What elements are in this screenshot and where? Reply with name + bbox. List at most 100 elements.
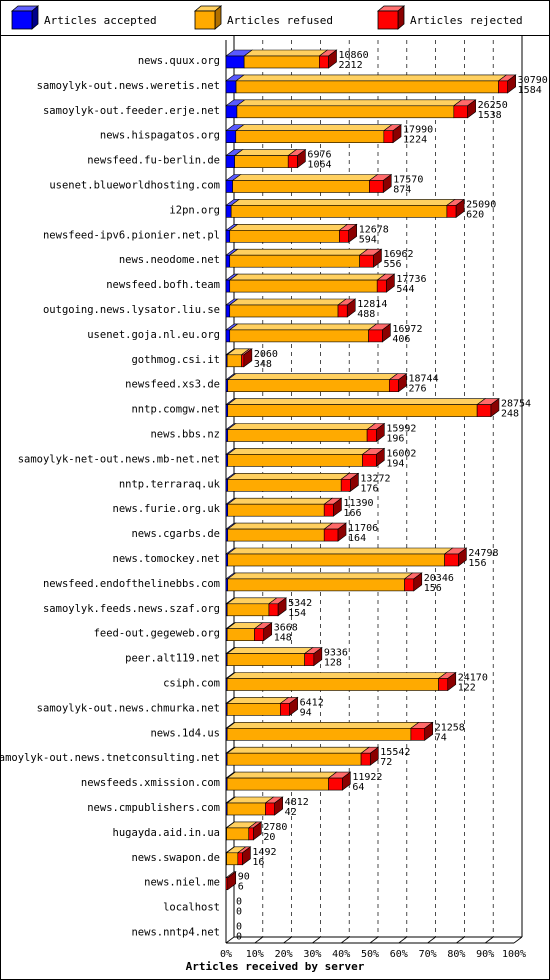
value-secondary: 488 (357, 309, 375, 320)
bar-end-cap (398, 373, 407, 393)
server-label: newsfeed-ipv6.pionier.net.pl (43, 229, 220, 241)
server-label: samoylyk-out.feeder.erje.net (43, 105, 220, 117)
bar-refused (228, 323, 378, 343)
bar-end-cap (413, 572, 423, 592)
value-secondary: 1224 (403, 135, 427, 146)
value-total: 16962 (383, 249, 413, 260)
x-tick-label: 20% (275, 949, 293, 960)
bar-end-cap (382, 323, 391, 343)
bar-end-cap (350, 472, 359, 492)
server-label: samoylyk-net-out.news.mb-net.net (18, 453, 220, 465)
legend-swatch-refused (194, 10, 216, 30)
server-label: newsfeed.bofh.team (106, 279, 220, 291)
bar-refused (226, 721, 420, 741)
bar-rejected (409, 721, 434, 741)
value-total: 6976 (307, 150, 331, 161)
bar-refused (226, 697, 290, 716)
value-total: 1492 (252, 847, 276, 858)
server-label: samoylyk.feeds.news.szaf.org (43, 603, 220, 615)
x-tick-label: 10% (246, 949, 264, 960)
value-total: 20346 (424, 573, 454, 584)
x-tick (312, 936, 321, 944)
value-total: 24798 (468, 548, 498, 559)
value-secondary: 348 (254, 359, 272, 370)
x-tick (369, 936, 379, 944)
x-tick (283, 936, 292, 944)
x-tick (340, 936, 350, 944)
legend-item-rejected: Articles rejected (376, 5, 523, 30)
bar-end-cap (263, 622, 273, 642)
value-secondary: 874 (393, 185, 411, 196)
bar-end-cap (467, 99, 476, 119)
bar-refused (226, 472, 351, 492)
value-secondary: 94 (300, 707, 312, 718)
value-secondary: 276 (409, 384, 427, 395)
server-label: news.swapon.de (131, 852, 220, 864)
legend: Articles accepted Articles refused Artic… (10, 5, 523, 30)
x-tick-labels: 0% 10% 20% 30% 40% 50% 60% 70% 80% 90% 100% (220, 936, 526, 960)
bar-end-cap (342, 771, 351, 791)
value-secondary: 6 (238, 882, 244, 893)
value-total: 18744 (409, 374, 439, 385)
bar-end-cap (424, 721, 434, 741)
server-label: news.furie.org.uk (113, 503, 221, 515)
x-tick (254, 936, 264, 944)
server-label: nntp.comgw.net (131, 404, 220, 416)
bar-end-cap (227, 871, 237, 891)
server-label: news.cgarbs.de (131, 528, 220, 540)
server-label: news.niel.me (144, 877, 220, 889)
server-label: peer.alt119.net (125, 653, 220, 665)
server-label: news.neodome.net (119, 254, 220, 266)
value-total: 4812 (285, 797, 309, 808)
bar-refused (228, 298, 347, 318)
bar-refused (243, 49, 329, 69)
legend-label-accepted: Articles accepted (44, 14, 157, 27)
bar-refused (226, 497, 334, 517)
x-tick (398, 936, 408, 944)
value-secondary: 0 (236, 907, 242, 918)
bar-end-cap (490, 398, 500, 418)
value-total: 6412 (300, 697, 324, 708)
x-tick-label: 40% (332, 949, 350, 960)
value-secondary: 194 (386, 458, 404, 469)
value-total: 13272 (360, 473, 390, 484)
x-tick (427, 936, 436, 944)
bar-end-cap (458, 547, 467, 567)
bar-refused (226, 647, 314, 666)
server-labels: news.quux.org samoylyk-out.news.weretis.n… (0, 55, 221, 939)
bar-rejected (476, 398, 500, 417)
value-total: 12678 (359, 224, 389, 235)
bar-end-cap (243, 348, 253, 368)
server-label: newsfeed.fu-berlin.de (87, 155, 220, 167)
bar-refused (236, 99, 463, 119)
bar-refused (226, 572, 414, 592)
value-secondary: 72 (380, 757, 392, 768)
bar-rejected (361, 448, 386, 467)
value-secondary: 620 (466, 209, 484, 220)
value-secondary: 166 (343, 508, 361, 519)
bar-end-cap (333, 497, 342, 517)
x-tick (513, 936, 523, 944)
value-total: 17990 (403, 125, 433, 136)
value-total: 90 (238, 872, 250, 883)
server-label: i2pn.org (169, 204, 220, 216)
value-secondary: 556 (383, 259, 401, 270)
server-label: newsfeed.endofthelinebbs.com (43, 578, 220, 590)
bar-end-cap (376, 422, 385, 443)
server-label: outgoing.news.lysator.liu.se (43, 304, 220, 316)
bar-end-cap (289, 696, 298, 717)
bar-end-cap (253, 821, 262, 841)
server-label: usenet.blueworldhosting.com (49, 180, 220, 192)
value-secondary: 1584 (518, 85, 542, 96)
value-total: 9336 (324, 648, 348, 659)
bar-refused (226, 522, 334, 542)
bar-refused (230, 199, 456, 218)
value-secondary: 2212 (339, 60, 363, 71)
value-secondary: 176 (360, 483, 378, 494)
bar-accepted (225, 49, 254, 69)
value-total: 25090 (466, 199, 496, 210)
legend-swatch-rejected (377, 10, 399, 30)
server-label: samoylyk-out.news.weretis.net (37, 80, 220, 92)
value-secondary: 156 (424, 583, 442, 594)
bar-end-cap (328, 49, 337, 69)
